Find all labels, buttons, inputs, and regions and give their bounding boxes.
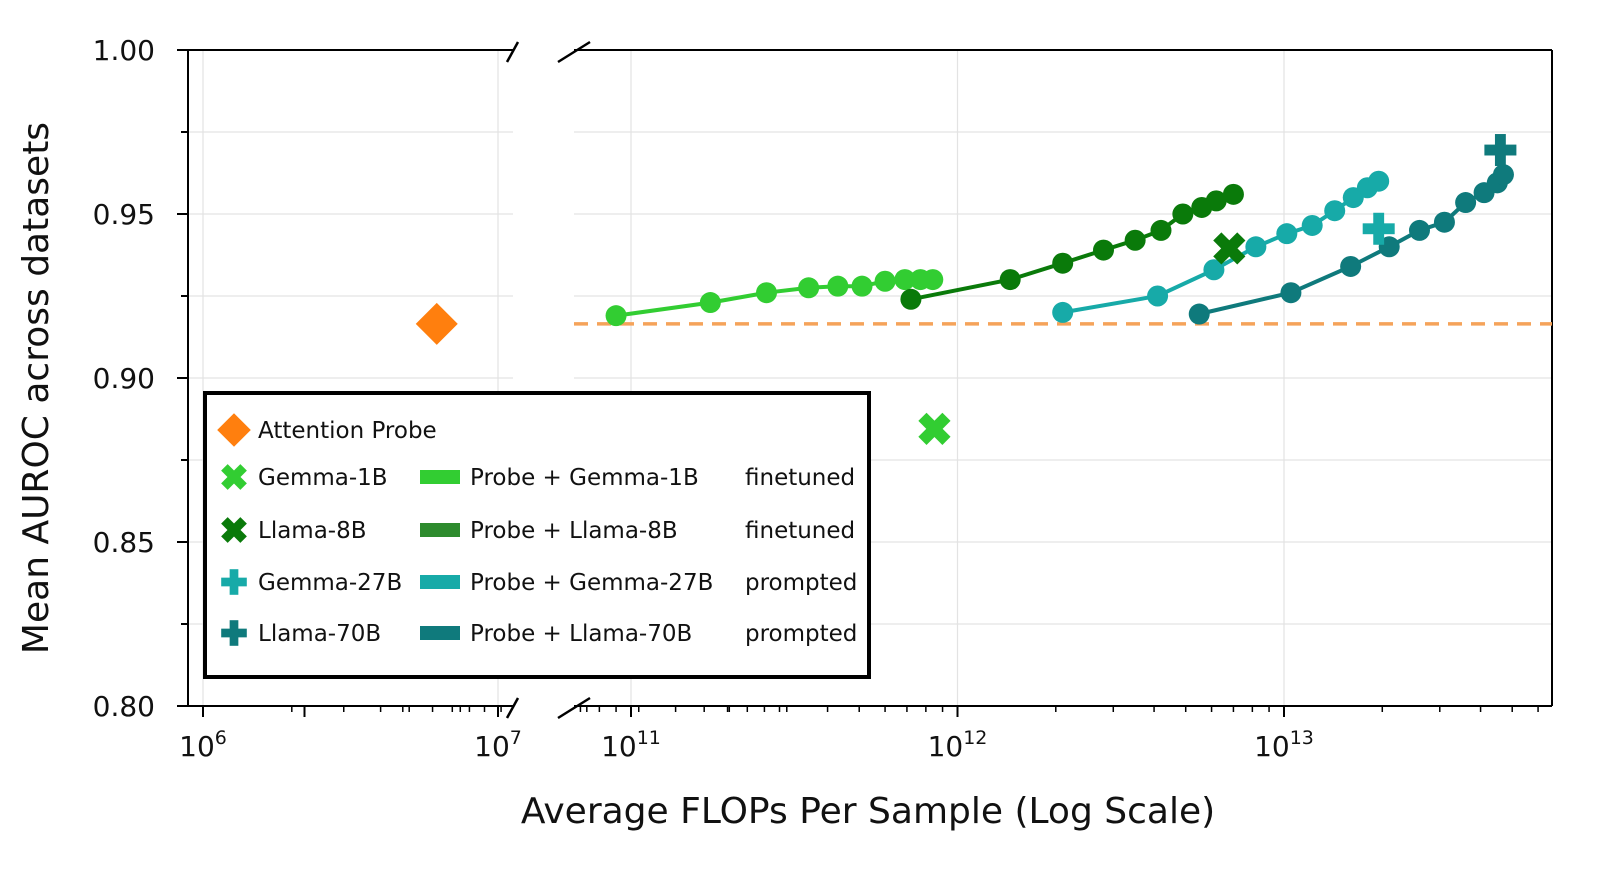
series-point <box>798 277 820 299</box>
legend-label: Probe + Gemma-27B <box>470 570 713 596</box>
point-gemma-27b <box>1362 212 1395 245</box>
legend-note: prompted <box>745 570 857 596</box>
y-axis-title: Mean AUROC across datasets <box>16 122 57 654</box>
legend-swatch <box>420 470 460 484</box>
series-point <box>699 292 721 314</box>
series-point <box>1280 282 1302 304</box>
legend-label: Llama-70B <box>258 621 381 647</box>
x-tick-label: 1011 <box>601 727 661 763</box>
legend-marker <box>217 413 251 447</box>
series-point <box>1408 219 1430 241</box>
series-probe-gemma-1b <box>605 269 944 327</box>
series-point <box>999 269 1021 291</box>
series-point <box>1188 303 1210 325</box>
legend-label: Probe + Llama-70B <box>470 621 692 647</box>
series-point <box>894 269 916 291</box>
axis-break-mark <box>557 40 591 64</box>
x-tick-label: 1012 <box>928 727 988 763</box>
axis-break-mark <box>505 41 520 63</box>
series-point <box>851 275 873 297</box>
legend-label: Gemma-27B <box>258 570 402 596</box>
series-probe-llama-8b <box>900 183 1244 310</box>
series-point <box>1433 211 1455 233</box>
legend-marker <box>221 464 247 490</box>
legend-marker <box>221 569 247 595</box>
legend-note: finetuned <box>745 465 855 491</box>
y-tick-label: 1.00 <box>93 34 155 67</box>
series-point <box>1276 223 1298 245</box>
series-point <box>1150 219 1172 241</box>
axis-spines <box>187 49 1553 707</box>
x-tick-label: 107 <box>474 727 522 763</box>
series-point <box>1205 190 1227 212</box>
series-point <box>1222 183 1244 205</box>
legend-box <box>203 391 871 679</box>
y-tick-label: 0.85 <box>93 526 155 559</box>
point-attention-probe <box>415 302 458 345</box>
point-llama-70b <box>1484 134 1517 167</box>
y-tick-label: 0.90 <box>93 362 155 395</box>
legend-note: finetuned <box>745 518 855 544</box>
legend-note: prompted <box>745 621 857 647</box>
series-point <box>900 288 922 310</box>
legend-label: Probe + Llama-8B <box>470 518 678 544</box>
series-point <box>605 305 627 327</box>
series-probe-llama-70b <box>1188 164 1514 325</box>
series-point <box>874 270 896 292</box>
series-point <box>1492 164 1514 186</box>
series-point <box>1324 200 1346 222</box>
y-tick-label: 0.95 <box>93 198 155 231</box>
x-tick-label: 106 <box>179 727 227 763</box>
legend: Attention Probe Gemma-1B Llama-8B Gemma-27B… <box>203 391 871 679</box>
series-point <box>1340 255 1362 277</box>
series-point <box>1203 259 1225 281</box>
series-point <box>1124 229 1146 251</box>
series-point <box>922 269 944 291</box>
point-gemma-1b <box>918 412 951 445</box>
x-tick-label: 1013 <box>1254 727 1314 763</box>
x-axis-title: Average FLOPs Per Sample (Log Scale) <box>521 791 1215 832</box>
series-point <box>755 282 777 304</box>
legend-label: Gemma-1B <box>258 465 388 491</box>
series-point <box>1245 236 1267 258</box>
series-point <box>1052 252 1074 274</box>
legend-marker <box>221 620 247 646</box>
point-llama-8b <box>1213 232 1246 265</box>
legend-swatch <box>420 523 460 537</box>
series-point <box>1368 170 1390 192</box>
y-tick-label: 0.80 <box>93 690 155 723</box>
series-point <box>1172 203 1194 225</box>
legend-swatch <box>420 575 460 589</box>
legend-label: Probe + Gemma-1B <box>470 465 699 491</box>
series-point <box>827 275 849 297</box>
series-point <box>1092 239 1114 261</box>
legend-label: Llama-8B <box>258 518 367 544</box>
series-point <box>1455 192 1477 214</box>
legend-label: Attention Probe <box>258 418 437 444</box>
legend-marker <box>221 517 247 543</box>
series-point <box>1147 285 1169 307</box>
series-point <box>1052 301 1074 323</box>
legend-swatch <box>420 626 460 640</box>
series-point <box>1301 214 1323 236</box>
axis-break-mark <box>557 696 591 720</box>
series-probe-gemma-27b <box>1052 170 1390 323</box>
axis-break-mark <box>505 697 520 719</box>
